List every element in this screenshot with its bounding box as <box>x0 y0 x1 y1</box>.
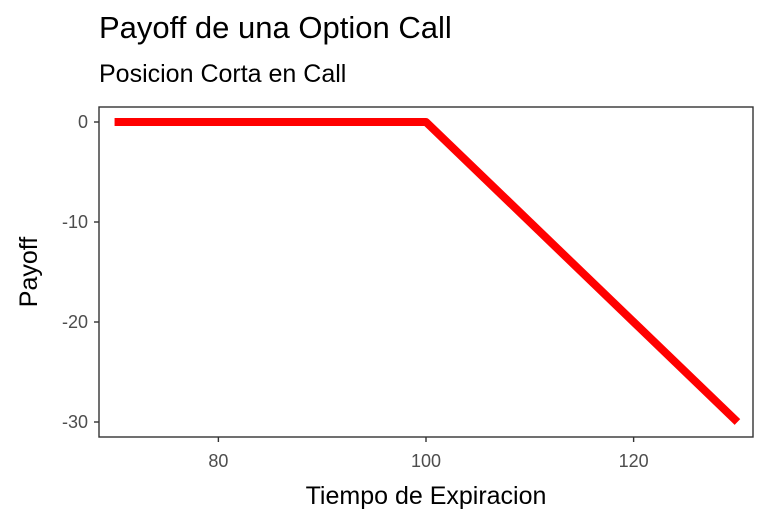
x-tick-label: 80 <box>208 451 228 471</box>
x-axis-title: Tiempo de Expiracion <box>306 482 547 510</box>
x-tick-label: 100 <box>411 451 441 471</box>
chart-subtitle: Posicion Corta en Call <box>99 60 347 88</box>
y-tick-label: -20 <box>62 312 88 332</box>
series-layer <box>114 118 741 425</box>
plot-panel <box>98 106 754 438</box>
chart-title: Payoff de una Option Call <box>99 10 452 45</box>
y-tick-label: -10 <box>62 212 88 232</box>
y-tick-label: 0 <box>78 112 88 132</box>
y-axis-title: Payoff <box>15 237 43 307</box>
x-tick-label: 120 <box>619 451 649 471</box>
payoff-line <box>114 118 741 425</box>
x-axis: 80 100 120 <box>208 437 649 471</box>
y-axis: 0 -10 -20 -30 <box>62 112 99 432</box>
y-tick-label: -30 <box>62 412 88 432</box>
